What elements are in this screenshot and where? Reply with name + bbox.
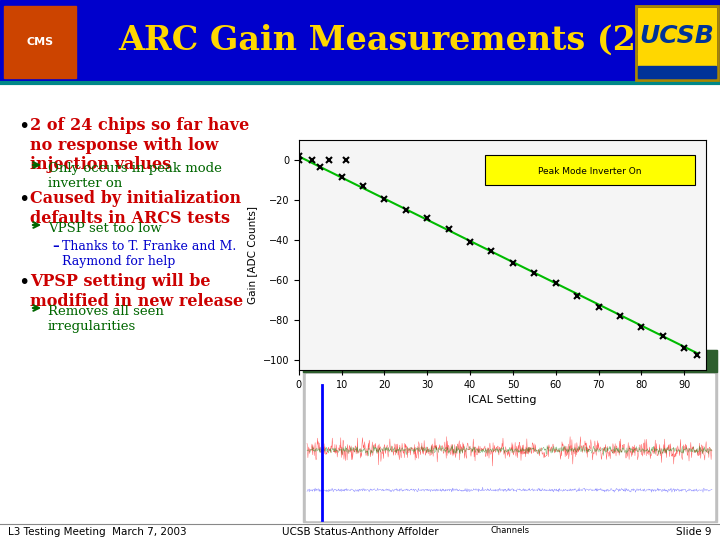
Text: Thanks to T. Franke and M.
Raymond for help: Thanks to T. Franke and M. Raymond for h…: [62, 240, 236, 268]
Text: Caused by initialization
defaults in ARCS tests: Caused by initialization defaults in ARC…: [30, 190, 241, 227]
Text: •: •: [18, 117, 30, 136]
Text: Only occurs in peak mode
inverter on: Only occurs in peak mode inverter on: [48, 162, 222, 190]
Text: Removes all seen
irregularities: Removes all seen irregularities: [48, 305, 164, 333]
Bar: [636, 6, 718, 80]
Text: •: •: [18, 273, 30, 292]
Text: VPSP set too low: VPSP set too low: [48, 222, 162, 235]
X-axis label: ICAL Setting: ICAL Setting: [468, 395, 536, 405]
Bar: [4, 6, 76, 78]
Bar: [303, 350, 717, 372]
Text: L3 Testing Meeting  March 7, 2003: L3 Testing Meeting March 7, 2003: [8, 527, 186, 537]
Bar: [638, 66, 716, 78]
Text: VPSP setting will be
modified in new release: VPSP setting will be modified in new rel…: [30, 273, 243, 309]
Text: UCSB: UCSB: [639, 24, 714, 48]
Bar: [303, 350, 717, 522]
Text: APV Data: APV Data: [367, 356, 418, 366]
Text: –: –: [52, 240, 59, 253]
Text: Slide 9: Slide 9: [677, 527, 712, 537]
FancyBboxPatch shape: [485, 156, 695, 185]
Bar: [306, 374, 714, 520]
Text: 2 of 24 chips so far have
no response with low
injection values: 2 of 24 chips so far have no response wi…: [30, 117, 249, 173]
Text: CMS: CMS: [27, 37, 53, 47]
Bar: [638, 8, 716, 78]
Bar: [0, 0, 720, 82]
Text: UCSB Status-Anthony Affolder: UCSB Status-Anthony Affolder: [282, 527, 438, 537]
Text: •: •: [18, 190, 30, 209]
Text: Channels: Channels: [490, 526, 530, 535]
Y-axis label: Gain [ADC Counts]: Gain [ADC Counts]: [247, 206, 257, 304]
Text: Peak Mode Inverter On: Peak Mode Inverter On: [539, 167, 642, 176]
Text: ARC Gain Measurements (2): ARC Gain Measurements (2): [118, 24, 652, 57]
